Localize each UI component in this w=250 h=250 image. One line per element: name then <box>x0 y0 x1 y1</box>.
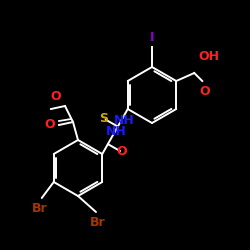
Text: NH: NH <box>114 114 135 126</box>
Text: S: S <box>100 112 108 125</box>
Text: Br: Br <box>32 202 48 215</box>
Text: OH: OH <box>198 50 219 63</box>
Text: NH: NH <box>106 125 126 138</box>
Text: O: O <box>44 118 55 130</box>
Text: Br: Br <box>90 216 106 229</box>
Text: O: O <box>199 85 209 98</box>
Text: I: I <box>150 31 154 44</box>
Text: O: O <box>50 90 61 103</box>
Text: O: O <box>116 146 127 158</box>
